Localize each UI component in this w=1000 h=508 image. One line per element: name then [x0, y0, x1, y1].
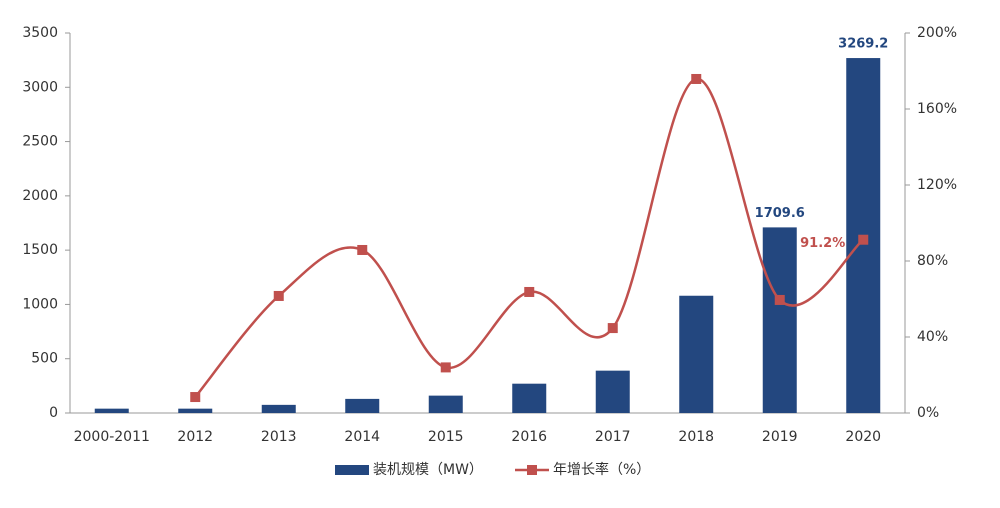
- y2-tick-label: 120%: [917, 177, 957, 193]
- data-label: 1709.6: [755, 206, 805, 221]
- y-tick-label: 0: [49, 405, 58, 421]
- x-tick-label: 2013: [261, 429, 297, 445]
- x-tick-label: 2015: [428, 429, 464, 445]
- y2-tick-label: 40%: [917, 329, 948, 345]
- bar: [512, 383, 547, 413]
- y2-tick-label: 80%: [917, 253, 948, 269]
- bar: [345, 398, 380, 413]
- x-tick-label: 2020: [845, 429, 881, 445]
- y-tick-label: 1500: [22, 242, 58, 258]
- x-tick-label: 2017: [595, 429, 631, 445]
- line: [194, 77, 865, 398]
- x-tick-label: 2012: [177, 429, 213, 445]
- y2-tick-label: 160%: [917, 101, 957, 117]
- data-label: 3269.2: [838, 37, 888, 52]
- y-tick-label: 2000: [22, 188, 58, 204]
- data-label: 91.2%: [800, 236, 845, 251]
- y-tick-label: 3500: [22, 25, 58, 41]
- y-tick-label: 3000: [22, 79, 58, 95]
- bar: [762, 227, 797, 413]
- line-marker: [858, 234, 869, 245]
- y2-tick-label: 200%: [917, 25, 957, 41]
- x-tick-label: 2000-2011: [74, 429, 150, 445]
- line-marker: [524, 286, 535, 297]
- legend-swatch: [527, 465, 537, 475]
- bar: [94, 408, 129, 413]
- line-marker: [273, 290, 284, 301]
- bar: [178, 408, 213, 413]
- legend-label: 装机规模（MW）: [373, 462, 483, 478]
- line-marker: [607, 323, 618, 334]
- bar: [261, 404, 296, 413]
- line-marker: [691, 73, 702, 84]
- bar: [428, 395, 463, 413]
- x-tick-label: 2019: [762, 429, 798, 445]
- y-tick-label: 500: [31, 351, 58, 367]
- y-tick-label: 2500: [22, 134, 58, 150]
- x-tick-label: 2016: [511, 429, 547, 445]
- line-marker: [440, 362, 451, 373]
- x-tick-label: 2018: [678, 429, 714, 445]
- x-tick-label: 2014: [344, 429, 380, 445]
- line-marker: [357, 244, 368, 255]
- line-marker: [774, 294, 785, 305]
- bar: [595, 370, 630, 413]
- bar: [679, 295, 714, 413]
- line-marker: [190, 392, 201, 403]
- legend-label: 年增长率（%）: [553, 461, 650, 478]
- y-tick-label: 1000: [22, 296, 58, 312]
- y2-tick-label: 0%: [917, 405, 939, 421]
- legend-swatch: [335, 465, 369, 475]
